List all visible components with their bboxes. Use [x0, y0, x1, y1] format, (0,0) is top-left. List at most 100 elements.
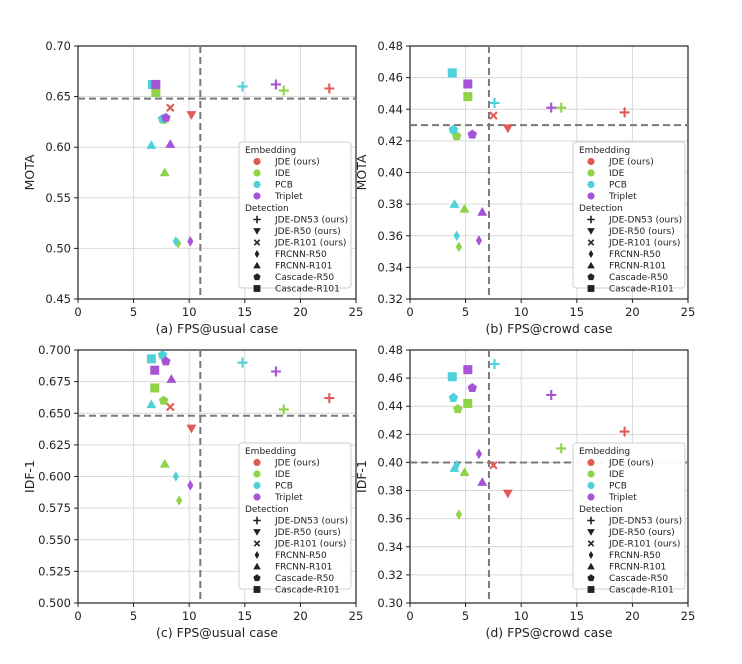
legend-marker — [253, 192, 261, 200]
legend-embedding-title: Embedding — [245, 146, 296, 156]
data-point — [159, 167, 170, 177]
y-tick-label: 0.525 — [38, 564, 71, 578]
legend-marker — [253, 529, 261, 536]
x-tick-label: 10 — [182, 609, 197, 623]
data-point — [489, 97, 500, 108]
x-tick-label: 5 — [130, 305, 137, 319]
y-tick-label: 0.30 — [377, 596, 403, 610]
data-point — [546, 102, 557, 113]
legend-marker — [587, 481, 595, 490]
legend-marker — [253, 493, 261, 501]
legend-marker — [587, 215, 595, 224]
legend-marker — [587, 273, 595, 281]
x-tick-label: 25 — [349, 609, 364, 623]
data-point — [161, 112, 171, 122]
legend-entry: JDE-R101 (ours) — [608, 540, 680, 550]
x-tick-label: 0 — [406, 609, 413, 623]
legend-entry: JDE-DN53 (ours) — [274, 216, 348, 226]
plot-frame — [77, 349, 357, 604]
legend-entry: JDE (ours) — [608, 158, 654, 168]
y-tick-label: 0.44 — [377, 102, 403, 116]
legend-marker — [587, 574, 595, 582]
data-point — [459, 203, 470, 213]
legend-entry: Triplet — [274, 493, 303, 503]
legend-entry: Cascade-R50 — [275, 273, 334, 283]
x-tick-label: 5 — [130, 609, 137, 623]
data-point — [475, 448, 483, 460]
legend-marker — [587, 493, 595, 501]
x-tick-label: 25 — [681, 609, 696, 623]
legend-entry: IDE — [275, 470, 291, 480]
legend-entry: IDE — [275, 169, 291, 179]
y-axis-label: IDF-1 — [22, 460, 37, 493]
y-tick-label: 0.500 — [38, 596, 71, 610]
legend-marker — [587, 562, 595, 570]
data-point — [455, 509, 463, 520]
data-point — [453, 404, 463, 414]
data-point — [278, 85, 289, 96]
y-tick-label: 0.45 — [45, 292, 71, 306]
legend-marker — [253, 481, 261, 490]
data-point — [619, 107, 630, 118]
y-tick-label: 0.575 — [38, 501, 71, 515]
data-point — [463, 79, 473, 89]
legend-marker — [588, 551, 594, 559]
y-tick-label: 0.50 — [45, 241, 71, 255]
legend-entry: FRCNN-R50 — [609, 551, 661, 561]
data-point — [324, 393, 335, 404]
data-point — [449, 199, 460, 208]
legend-entry: PCB — [609, 181, 627, 191]
data-point — [161, 356, 171, 366]
legend-box — [238, 141, 352, 289]
x-tick-label: 20 — [293, 609, 308, 623]
plot-frame — [409, 349, 689, 604]
y-tick-label: 0.700 — [38, 343, 71, 357]
data-point — [186, 111, 197, 120]
x-tick-label: 0 — [406, 305, 413, 319]
legend-marker — [253, 574, 261, 582]
y-tick-label: 0.550 — [38, 533, 71, 547]
legend-marker — [253, 261, 261, 269]
data-point — [459, 467, 470, 477]
y-axis-label: MOTA — [22, 154, 37, 190]
data-point — [556, 443, 567, 454]
legend-entry: Cascade-R50 — [609, 273, 668, 283]
y-tick-label: 0.70 — [45, 39, 71, 53]
data-point — [151, 88, 161, 98]
y-tick-label: 0.32 — [377, 292, 403, 306]
legend-marker — [587, 458, 595, 467]
legend-marker — [253, 169, 261, 177]
x-tick-label: 20 — [625, 305, 640, 319]
chart-panel-3: 0 5 10 15 20 25 0.500 0.525 0.550 0.575 0.600 0.625… — [22, 343, 363, 640]
y-tick-label: 0.34 — [377, 540, 403, 554]
legend-marker — [587, 180, 595, 189]
legend-marker — [588, 250, 594, 258]
data-point — [165, 139, 176, 148]
data-point — [467, 382, 478, 392]
y-tick-label: 0.38 — [377, 197, 403, 211]
data-point — [157, 350, 168, 360]
legend-entry: Cascade-R101 — [275, 285, 340, 295]
data-point — [172, 471, 179, 482]
legend-detection-title: Detection — [245, 505, 289, 515]
legend-marker — [587, 516, 595, 525]
legend-entry: JDE (ours) — [274, 158, 320, 168]
data-point — [453, 460, 460, 471]
data-point — [489, 359, 500, 370]
data-point — [270, 366, 281, 377]
y-tick-label: 0.48 — [377, 343, 403, 357]
x-axis-label: (d) FPS@crowd case — [485, 625, 612, 640]
legend-entry: JDE-DN53 (ours) — [608, 216, 682, 226]
x-tick-label: 10 — [182, 305, 197, 319]
legend-marker — [253, 285, 261, 292]
data-point — [176, 495, 183, 506]
data-point — [150, 383, 160, 393]
legend-marker — [587, 261, 595, 269]
data-point — [463, 92, 473, 102]
legend-entry: IDE — [609, 470, 625, 480]
legend-marker — [253, 273, 261, 281]
legend-box — [572, 442, 686, 590]
legend-marker — [587, 285, 595, 292]
